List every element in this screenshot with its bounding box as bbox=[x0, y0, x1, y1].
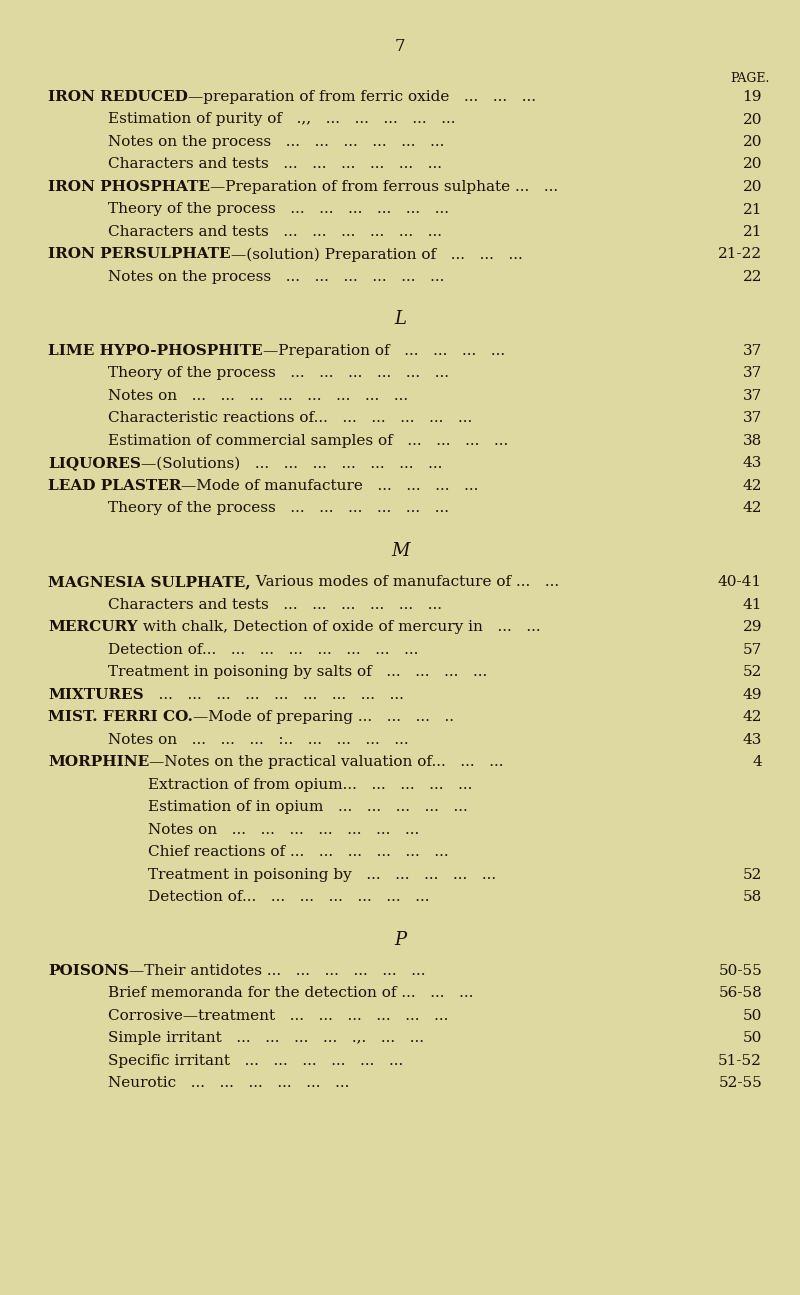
Text: Specific irritant   ...   ...   ...   ...   ...   ...: Specific irritant ... ... ... ... ... ..… bbox=[108, 1054, 403, 1068]
Text: —(Solutions)   ...   ...   ...   ...   ...   ...   ...: —(Solutions) ... ... ... ... ... ... ... bbox=[141, 456, 442, 470]
Text: 50: 50 bbox=[742, 1009, 762, 1023]
Text: 57: 57 bbox=[742, 642, 762, 657]
Text: 43: 43 bbox=[742, 733, 762, 747]
Text: LEAD PLASTER: LEAD PLASTER bbox=[48, 479, 182, 493]
Text: Notes on   ...   ...   ...   ...   ...   ...   ...: Notes on ... ... ... ... ... ... ... bbox=[148, 822, 419, 837]
Text: 37: 37 bbox=[742, 412, 762, 425]
Text: PAGE.: PAGE. bbox=[730, 73, 770, 85]
Text: 21: 21 bbox=[742, 225, 762, 240]
Text: 52: 52 bbox=[742, 666, 762, 679]
Text: 37: 37 bbox=[742, 343, 762, 357]
Text: 42: 42 bbox=[742, 479, 762, 493]
Text: LIME HYPO-PHOSPHITE: LIME HYPO-PHOSPHITE bbox=[48, 343, 262, 357]
Text: Theory of the process   ...   ...   ...   ...   ...   ...: Theory of the process ... ... ... ... ..… bbox=[108, 501, 449, 515]
Text: 52: 52 bbox=[742, 868, 762, 882]
Text: Brief memoranda for the detection of ...   ...   ...: Brief memoranda for the detection of ...… bbox=[108, 987, 474, 1001]
Text: with chalk, Detection of oxide of mercury in   ...   ...: with chalk, Detection of oxide of mercur… bbox=[138, 620, 540, 635]
Text: Extraction of from opium...   ...   ...   ...   ...: Extraction of from opium... ... ... ... … bbox=[148, 777, 472, 791]
Text: Neurotic   ...   ...   ...   ...   ...   ...: Neurotic ... ... ... ... ... ... bbox=[108, 1076, 350, 1090]
Text: IRON REDUCED: IRON REDUCED bbox=[48, 89, 188, 104]
Text: 41: 41 bbox=[742, 597, 762, 611]
Text: 4: 4 bbox=[752, 755, 762, 769]
Text: —Notes on the practical valuation of...   ...   ...: —Notes on the practical valuation of... … bbox=[150, 755, 504, 769]
Text: —Preparation of   ...   ...   ...   ...: —Preparation of ... ... ... ... bbox=[262, 343, 505, 357]
Text: 21-22: 21-22 bbox=[718, 247, 762, 262]
Text: Notes on the process   ...   ...   ...   ...   ...   ...: Notes on the process ... ... ... ... ...… bbox=[108, 269, 444, 284]
Text: MERCURY: MERCURY bbox=[48, 620, 138, 635]
Text: 20: 20 bbox=[742, 113, 762, 127]
Text: —(solution) Preparation of   ...   ...   ...: —(solution) Preparation of ... ... ... bbox=[230, 247, 527, 262]
Text: Chief reactions of ...   ...   ...   ...   ...   ...: Chief reactions of ... ... ... ... ... .… bbox=[148, 846, 449, 859]
Text: Estimation of purity of   .,,   ...   ...   ...   ...   ...: Estimation of purity of .,, ... ... ... … bbox=[108, 113, 455, 127]
Text: 49: 49 bbox=[742, 688, 762, 702]
Text: 42: 42 bbox=[742, 710, 762, 724]
Text: 37: 37 bbox=[742, 388, 762, 403]
Text: Notes on the process   ...   ...   ...   ...   ...   ...: Notes on the process ... ... ... ... ...… bbox=[108, 135, 444, 149]
Text: 40-41: 40-41 bbox=[718, 575, 762, 589]
Text: 51-52: 51-52 bbox=[718, 1054, 762, 1068]
Text: 56-58: 56-58 bbox=[718, 987, 762, 1001]
Text: Various modes of manufacture of ...   ...: Various modes of manufacture of ... ... bbox=[250, 575, 564, 589]
Text: 21: 21 bbox=[742, 202, 762, 216]
Text: 52-55: 52-55 bbox=[718, 1076, 762, 1090]
Text: L: L bbox=[394, 311, 406, 329]
Text: Corrosive—treatment   ...   ...   ...   ...   ...   ...: Corrosive—treatment ... ... ... ... ... … bbox=[108, 1009, 448, 1023]
Text: 20: 20 bbox=[742, 158, 762, 171]
Text: 20: 20 bbox=[742, 180, 762, 194]
Text: MIXTURES: MIXTURES bbox=[48, 688, 144, 702]
Text: Notes on   ...   ...   ...   ...   ...   ...   ...   ...: Notes on ... ... ... ... ... ... ... ... bbox=[108, 388, 408, 403]
Text: —Mode of preparing ...   ...   ...   ..: —Mode of preparing ... ... ... .. bbox=[193, 710, 454, 724]
Text: Characteristic reactions of...   ...   ...   ...   ...   ...: Characteristic reactions of... ... ... .… bbox=[108, 412, 472, 425]
Text: LIQUORES: LIQUORES bbox=[48, 456, 141, 470]
Text: 58: 58 bbox=[742, 890, 762, 904]
Text: 7: 7 bbox=[394, 38, 406, 54]
Text: 43: 43 bbox=[742, 456, 762, 470]
Text: P: P bbox=[394, 931, 406, 949]
Text: Detection of...   ...   ...   ...   ...   ...   ...   ...: Detection of... ... ... ... ... ... ... … bbox=[108, 642, 418, 657]
Text: IRON PHOSPHATE: IRON PHOSPHATE bbox=[48, 180, 210, 194]
Text: 50-55: 50-55 bbox=[718, 963, 762, 978]
Text: Detection of...   ...   ...   ...   ...   ...   ...: Detection of... ... ... ... ... ... ... bbox=[148, 890, 430, 904]
Text: Characters and tests   ...   ...   ...   ...   ...   ...: Characters and tests ... ... ... ... ...… bbox=[108, 158, 442, 171]
Text: 42: 42 bbox=[742, 501, 762, 515]
Text: MIST. FERRI CO.: MIST. FERRI CO. bbox=[48, 710, 193, 724]
Text: M: M bbox=[391, 541, 409, 559]
Text: Notes on   ...   ...   ...   :..   ...   ...   ...   ...: Notes on ... ... ... :.. ... ... ... ... bbox=[108, 733, 409, 747]
Text: 29: 29 bbox=[742, 620, 762, 635]
Text: 37: 37 bbox=[742, 366, 762, 381]
Text: 50: 50 bbox=[742, 1031, 762, 1045]
Text: Simple irritant   ...   ...   ...   ...   .,.   ...   ...: Simple irritant ... ... ... ... .,. ... … bbox=[108, 1031, 424, 1045]
Text: 38: 38 bbox=[742, 434, 762, 448]
Text: —Their antidotes ...   ...   ...   ...   ...   ...: —Their antidotes ... ... ... ... ... ... bbox=[129, 963, 426, 978]
Text: Estimation of in opium   ...   ...   ...   ...   ...: Estimation of in opium ... ... ... ... .… bbox=[148, 800, 468, 815]
Text: Theory of the process   ...   ...   ...   ...   ...   ...: Theory of the process ... ... ... ... ..… bbox=[108, 366, 449, 381]
Text: Treatment in poisoning by   ...   ...   ...   ...   ...: Treatment in poisoning by ... ... ... ..… bbox=[148, 868, 496, 882]
Text: —preparation of from ferric oxide   ...   ...   ...: —preparation of from ferric oxide ... ..… bbox=[188, 89, 536, 104]
Text: Theory of the process   ...   ...   ...   ...   ...   ...: Theory of the process ... ... ... ... ..… bbox=[108, 202, 449, 216]
Text: Characters and tests   ...   ...   ...   ...   ...   ...: Characters and tests ... ... ... ... ...… bbox=[108, 597, 442, 611]
Text: Estimation of commercial samples of   ...   ...   ...   ...: Estimation of commercial samples of ... … bbox=[108, 434, 508, 448]
Text: Treatment in poisoning by salts of   ...   ...   ...   ...: Treatment in poisoning by salts of ... .… bbox=[108, 666, 487, 679]
Text: —Mode of manufacture   ...   ...   ...   ...: —Mode of manufacture ... ... ... ... bbox=[182, 479, 478, 493]
Text: 19: 19 bbox=[742, 89, 762, 104]
Text: ...   ...   ...   ...   ...   ...   ...   ...   ...: ... ... ... ... ... ... ... ... ... bbox=[144, 688, 403, 702]
Text: POISONS: POISONS bbox=[48, 963, 129, 978]
Text: IRON PERSULPHATE: IRON PERSULPHATE bbox=[48, 247, 230, 262]
Text: MAGNESIA SULPHATE,: MAGNESIA SULPHATE, bbox=[48, 575, 250, 589]
Text: —Preparation of from ferrous sulphate ...   ...: —Preparation of from ferrous sulphate ..… bbox=[210, 180, 558, 194]
Text: 22: 22 bbox=[742, 269, 762, 284]
Text: MORPHINE: MORPHINE bbox=[48, 755, 150, 769]
Text: Characters and tests   ...   ...   ...   ...   ...   ...: Characters and tests ... ... ... ... ...… bbox=[108, 225, 442, 240]
Text: 20: 20 bbox=[742, 135, 762, 149]
